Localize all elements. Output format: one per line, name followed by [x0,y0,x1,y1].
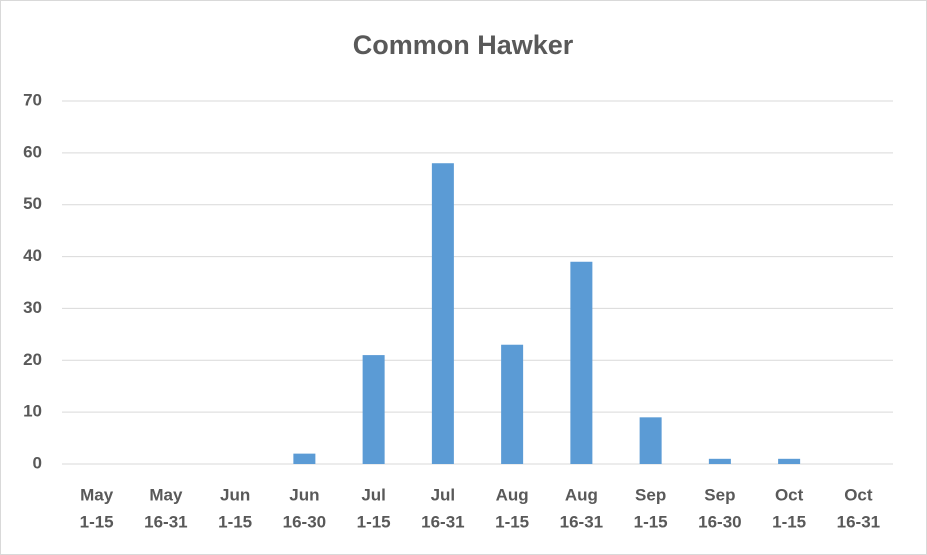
bar [778,458,801,464]
x-tick-label: 1-15 [218,512,252,531]
x-tick-label: Jun [220,485,250,504]
x-tick-label: 16-30 [283,512,326,531]
x-tick-label: Aug [565,485,598,504]
bar [501,344,524,464]
y-tick-label: 40 [23,246,42,265]
x-tick-label: Sep [635,485,666,504]
bar [431,163,454,464]
y-tick-label: 50 [23,194,42,213]
x-tick-label: May [80,485,114,504]
x-tick-label: 16-31 [560,512,603,531]
y-tick-label: 30 [23,298,42,317]
bar [708,458,731,464]
bar [362,355,385,464]
x-tick-label: 1-15 [772,512,806,531]
y-tick-label: 60 [23,142,42,161]
x-tick-label: 16-31 [144,512,187,531]
bar [570,261,593,464]
x-tick-label: 1-15 [634,512,668,531]
x-tick-label: Jul [431,485,456,504]
x-tick-label: Aug [496,485,529,504]
x-tick-label: Jul [361,485,386,504]
y-tick-label: 10 [23,402,42,421]
x-tick-label: 16-31 [837,512,880,531]
x-tick-label: Oct [844,485,873,504]
x-tick-label: 16-31 [421,512,464,531]
x-tick-label: 16-30 [698,512,741,531]
bar [293,453,316,464]
x-tick-label: 1-15 [357,512,391,531]
x-tick-label: 1-15 [80,512,114,531]
x-tick-label: Jun [289,485,319,504]
chart-title: Common Hawker [353,30,574,60]
x-tick-label: Oct [775,485,804,504]
y-tick-label: 20 [23,350,42,369]
x-tick-label: May [149,485,183,504]
x-tick-label: Sep [704,485,735,504]
y-tick-label: 0 [33,453,42,472]
x-tick-label: 1-15 [495,512,529,531]
y-tick-label: 70 [23,90,42,109]
bar [639,417,662,464]
